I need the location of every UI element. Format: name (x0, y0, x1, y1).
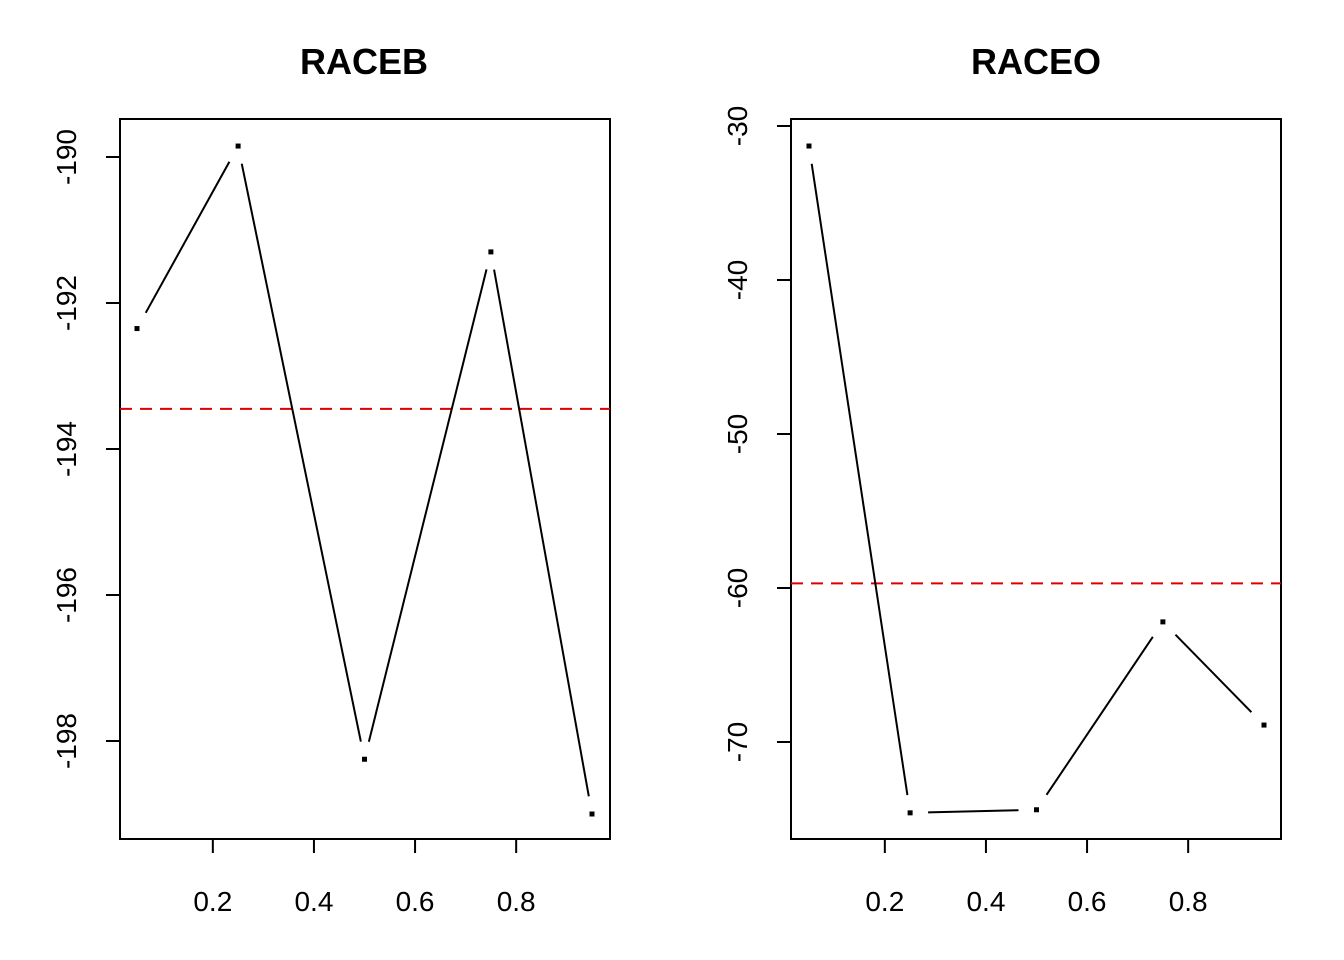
series-segment (1174, 634, 1253, 713)
x-tick-label: 0.6 (1068, 886, 1107, 917)
data-point (1160, 619, 1166, 625)
plot-frame (119, 118, 611, 840)
y-tick-label: -30 (722, 106, 753, 146)
x-tick-label: 0.2 (193, 886, 232, 917)
data-point (134, 326, 140, 332)
panel-raceb: RACEB 0.2 0.4 0.6 0.8 -198 -196 -194 -192 -190 (51, 41, 611, 917)
x-tick-label: 0.4 (294, 886, 333, 917)
series-segment (240, 163, 362, 742)
panel-raceo: RACEO 0.2 0.4 0.6 0.8 -70 -60 -50 -40 -30 (722, 41, 1282, 917)
x-tick-label: 0.8 (497, 886, 536, 917)
y-tick-label: -192 (51, 275, 82, 331)
x-tick-label: 0.2 (865, 886, 904, 917)
data-point (907, 810, 913, 816)
x-tick-label: 0.6 (396, 886, 435, 917)
y-tick-label: -194 (51, 421, 82, 477)
series-segment (493, 269, 590, 797)
y-tick-label: -50 (722, 414, 753, 454)
series-segment (928, 809, 1019, 814)
data-point (235, 143, 241, 149)
series-segment (367, 269, 488, 743)
x-tick-label: 0.4 (966, 886, 1005, 917)
y-tick-label: -60 (722, 568, 753, 608)
plot-frame (790, 118, 1282, 840)
y-tick-label: -196 (51, 567, 82, 623)
y-tick-label: -70 (722, 722, 753, 762)
x-tick-label: 0.8 (1169, 886, 1208, 917)
y-tick-label: -198 (51, 713, 82, 769)
y-tick-label: -190 (51, 129, 82, 185)
y-tick-label: -40 (722, 260, 753, 300)
data-point (1261, 722, 1267, 728)
data-point (1034, 807, 1039, 813)
data-point (362, 756, 367, 762)
data-point (488, 249, 494, 255)
series-segment (144, 161, 231, 314)
chart-title: RACEB (300, 41, 428, 82)
series-segment (810, 163, 909, 796)
data-point (806, 143, 812, 149)
series-segment (1045, 636, 1154, 796)
chart-title: RACEO (971, 41, 1101, 82)
data-point (589, 811, 595, 817)
